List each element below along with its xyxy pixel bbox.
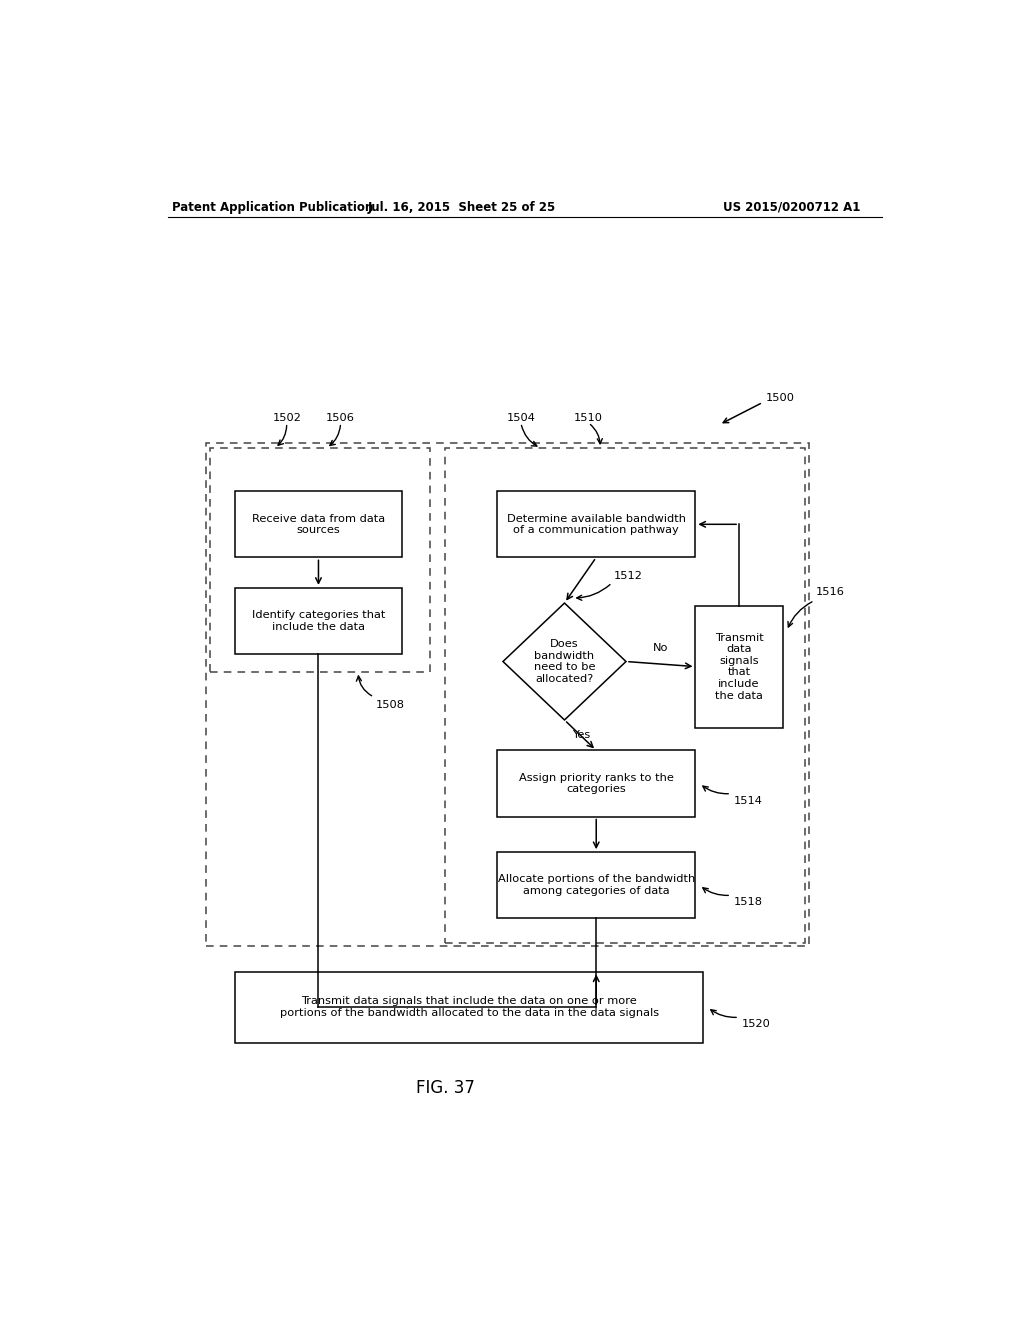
- Bar: [497, 853, 695, 919]
- Text: Transmit
data
signals
that
include
the data: Transmit data signals that include the d…: [715, 632, 764, 701]
- Bar: [206, 444, 809, 946]
- Text: US 2015/0200712 A1: US 2015/0200712 A1: [723, 201, 860, 214]
- Text: 1502: 1502: [272, 413, 301, 422]
- Text: Yes: Yes: [572, 730, 591, 741]
- Polygon shape: [503, 603, 626, 719]
- Text: Transmit data signals that include the data on one or more
portions of the bandw: Transmit data signals that include the d…: [280, 997, 658, 1018]
- Text: 1516: 1516: [816, 587, 845, 598]
- Text: 1504: 1504: [507, 413, 536, 422]
- Text: 1508: 1508: [376, 700, 404, 710]
- Text: Allocate portions of the bandwidth
among categories of data: Allocate portions of the bandwidth among…: [498, 874, 695, 896]
- Text: No: No: [653, 643, 669, 653]
- Text: Receive data from data
sources: Receive data from data sources: [252, 513, 385, 535]
- Bar: [497, 491, 695, 557]
- Text: Patent Application Publication: Patent Application Publication: [172, 201, 373, 214]
- Text: 1512: 1512: [613, 570, 642, 581]
- Text: 1518: 1518: [733, 898, 763, 907]
- Bar: [236, 491, 401, 557]
- Bar: [445, 447, 805, 942]
- Bar: [236, 972, 703, 1043]
- Text: FIG. 37: FIG. 37: [416, 1080, 475, 1097]
- Text: 1500: 1500: [765, 393, 795, 404]
- Text: Jul. 16, 2015  Sheet 25 of 25: Jul. 16, 2015 Sheet 25 of 25: [368, 201, 555, 214]
- Text: Assign priority ranks to the
categories: Assign priority ranks to the categories: [519, 772, 674, 795]
- Bar: [695, 606, 782, 727]
- Bar: [497, 751, 695, 817]
- Text: Identify categories that
include the data: Identify categories that include the dat…: [252, 610, 385, 632]
- Text: 1514: 1514: [733, 796, 763, 805]
- Text: 1510: 1510: [573, 413, 603, 422]
- Text: 1506: 1506: [327, 413, 355, 422]
- Bar: [210, 447, 430, 672]
- Text: 1520: 1520: [741, 1019, 770, 1030]
- Text: Determine available bandwidth
of a communication pathway: Determine available bandwidth of a commu…: [507, 513, 686, 535]
- Bar: [236, 587, 401, 653]
- Text: Does
bandwidth
need to be
allocated?: Does bandwidth need to be allocated?: [534, 639, 595, 684]
